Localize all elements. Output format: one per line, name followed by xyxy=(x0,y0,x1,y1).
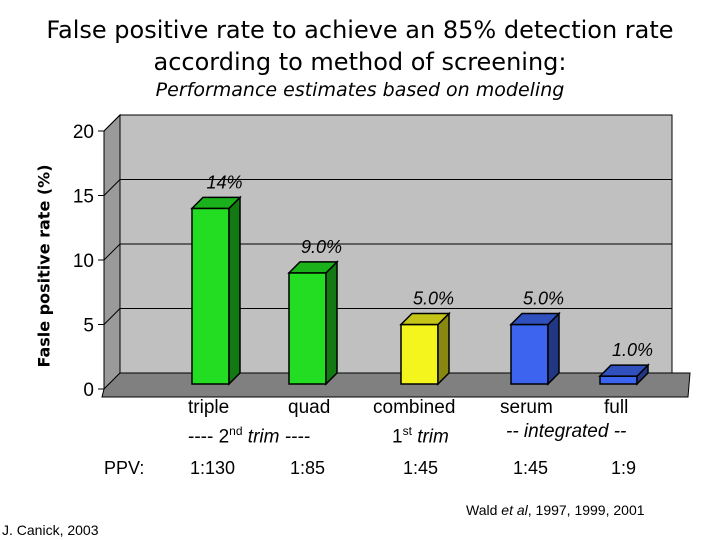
bar-top-full xyxy=(598,364,650,377)
bar-serum xyxy=(509,311,561,386)
gridline-5 xyxy=(103,308,672,325)
x-label-2nd-trim: ---- 2nd trim ---- xyxy=(188,424,311,448)
bar-front-serum xyxy=(510,323,549,385)
y-tick-label-5: 5 xyxy=(83,316,94,337)
ppv-value-triple: 1:130 xyxy=(190,458,236,478)
bar-side-serum xyxy=(547,311,560,386)
x-label-triple: triple xyxy=(188,397,230,418)
bar-top-quad xyxy=(287,261,339,274)
bar-front-full xyxy=(599,375,638,385)
bar-full xyxy=(598,363,650,386)
bar-top-combined xyxy=(399,312,451,326)
ppv-value-serum: 1:45 xyxy=(513,458,549,478)
data-label-serum: 5.0% xyxy=(523,289,564,309)
bar-combined xyxy=(399,311,451,386)
bar-front-quad xyxy=(288,272,327,385)
chart-title-line2: according to method of screening: xyxy=(153,48,567,76)
bar-top-triple xyxy=(190,196,242,210)
bar-triple xyxy=(190,195,242,386)
ppv-value-full: 1:9 xyxy=(611,458,637,478)
bar-side-triple xyxy=(228,195,241,386)
x-label-full: full xyxy=(604,397,629,418)
data-label-quad: 9.0% xyxy=(301,237,342,257)
bar-quad xyxy=(287,260,339,386)
y-tick-label-10: 10 xyxy=(73,251,94,272)
y-tick-label-20: 20 xyxy=(73,122,94,143)
bar-side-quad xyxy=(325,260,338,386)
chart-subtitle: Performance estimates based on modeling xyxy=(155,79,565,101)
ppv-value-combined: 1:45 xyxy=(403,458,439,478)
chart-title-line1: False positive rate to achieve an 85% de… xyxy=(46,16,674,44)
x-label-combined: combined xyxy=(373,397,456,418)
data-label-triple: 14% xyxy=(206,172,242,192)
ppv-value-quad: 1:85 xyxy=(290,458,326,478)
x-label-serum: serum xyxy=(500,397,553,418)
gridline-20 xyxy=(103,114,672,132)
y-tick-label-15: 15 xyxy=(73,187,94,208)
x-label-integrated: -- integrated -- xyxy=(506,421,627,442)
x-label-quad: quad xyxy=(288,397,331,418)
bar-front-triple xyxy=(191,207,230,385)
data-label-full: 1.0% xyxy=(612,340,653,360)
data-label-combined: 5.0% xyxy=(413,289,454,309)
gridline-10 xyxy=(103,243,672,261)
x-label-1st-trim: 1st trim xyxy=(392,424,449,448)
ppv-label: PPV: xyxy=(104,458,145,478)
gridline-15 xyxy=(103,179,672,196)
bar-side-combined xyxy=(437,311,450,386)
bar-top-serum xyxy=(509,312,561,326)
author-credit: J. Canick, 2003 xyxy=(2,522,99,538)
bar-front-combined xyxy=(400,323,439,385)
y-tick-label-0: 0 xyxy=(83,380,94,401)
citation: Wald et al, 1997, 1999, 2001 xyxy=(466,502,645,518)
